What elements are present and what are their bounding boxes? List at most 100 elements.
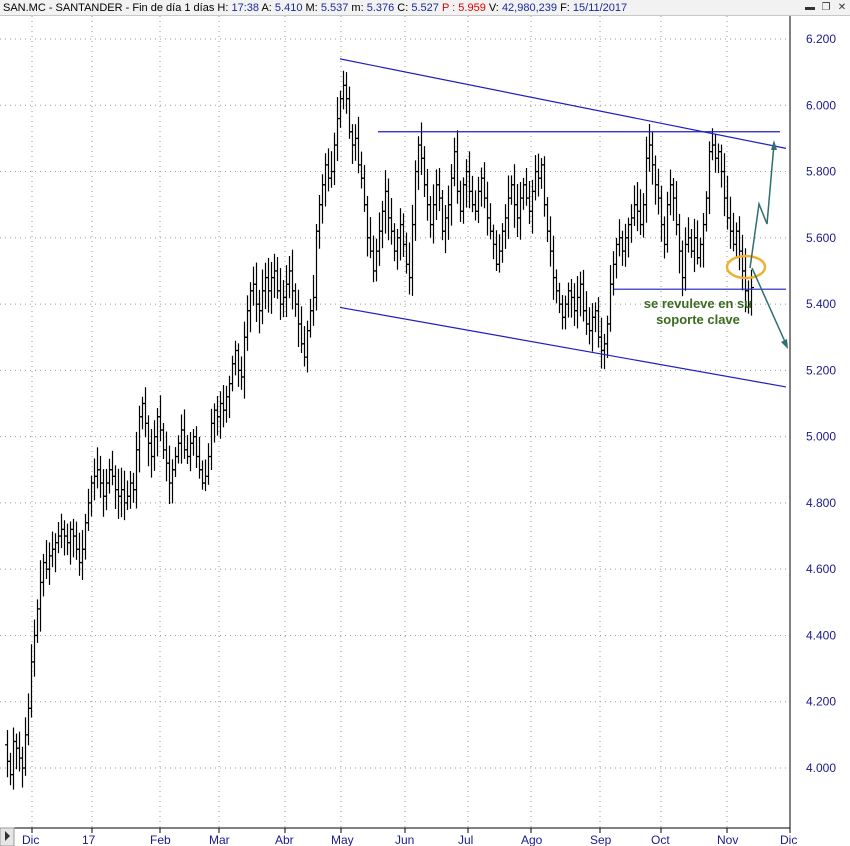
- ohlc-bar: [449, 164, 454, 226]
- ohlc-bar: [482, 162, 487, 209]
- ohlc-bar: [92, 458, 97, 501]
- ohlc-bar: [674, 181, 679, 236]
- ohlc-bar: [557, 282, 562, 314]
- ohlc-bar: [59, 513, 64, 549]
- ohlc-bar: [551, 235, 556, 300]
- ohlc-bar: [605, 315, 610, 358]
- ohlc-bar: [269, 261, 274, 314]
- ohlc-bar: [692, 218, 697, 273]
- ohlc-bar: [683, 227, 688, 291]
- y-tick-label: 5.000: [806, 430, 836, 444]
- ohlc-bar: [302, 326, 307, 367]
- ohlc-bar: [272, 253, 277, 298]
- ohlc-bar: [143, 387, 148, 438]
- ohlc-bar: [95, 447, 100, 489]
- ohlc-bar: [476, 176, 481, 224]
- ohlc-bar: [125, 480, 130, 510]
- ohlc-bar: [122, 470, 127, 521]
- restore-icon[interactable]: ❐: [821, 2, 831, 13]
- ohlc-bar: [470, 175, 475, 213]
- ohlc-bar: [440, 189, 445, 241]
- ohlc-bar: [443, 205, 448, 254]
- ohlc-bar: [560, 295, 565, 330]
- ohlc-bar: [722, 153, 727, 217]
- ohlc-bar: [182, 409, 187, 459]
- ohlc-bar: [383, 170, 388, 234]
- date-value: 15/11/2017: [572, 2, 628, 14]
- minimize-icon[interactable]: ▬: [805, 2, 815, 13]
- ohlc-bar: [533, 155, 538, 201]
- ohlc-bar: [575, 276, 580, 329]
- ohlc-bar: [446, 185, 451, 240]
- ohlc-bar: [164, 431, 169, 482]
- high-value: 5.537: [320, 2, 349, 14]
- ohlc-bar: [146, 415, 151, 467]
- ohlc-bar: [260, 269, 265, 325]
- ohlc-bar: [230, 355, 235, 392]
- ohlc-bar: [638, 189, 643, 235]
- ohlc-bar: [314, 223, 319, 311]
- ohlc-bar: [47, 542, 52, 585]
- ohlc-bar: [44, 540, 49, 579]
- ohlc-bar: [173, 447, 178, 478]
- ohlc-bar: [656, 168, 661, 215]
- ohlc-bar: [608, 265, 613, 332]
- ohlc-bar: [323, 153, 328, 207]
- ohlc-bar: [566, 282, 571, 318]
- ohlc-bar: [149, 429, 154, 478]
- ohlc-bar: [23, 717, 28, 776]
- x-tick-label: Ago: [521, 833, 543, 846]
- ohlc-bar: [290, 249, 295, 310]
- ohlc-bar: [425, 168, 430, 221]
- y-tick-label: 6.200: [806, 32, 836, 46]
- price-bars: [5, 70, 754, 790]
- ohlc-bar: [161, 422, 166, 460]
- ohlc-bar: [704, 191, 709, 232]
- ohlc-bar: [263, 262, 268, 310]
- ohlc-bar: [20, 746, 25, 788]
- ohlc-bar: [728, 196, 733, 249]
- ohlc-bar: [212, 403, 217, 443]
- ohlc-bar: [365, 195, 370, 257]
- ohlc-bar: [221, 384, 226, 428]
- ohlc-bar: [581, 269, 586, 322]
- support-ellipse: [725, 254, 767, 280]
- ohlc-bar: [41, 553, 46, 597]
- ohlc-bar: [653, 155, 658, 205]
- ohlc-bar: [536, 153, 541, 197]
- x-tick-label: 17: [82, 833, 96, 846]
- ohlc-bar: [677, 213, 682, 274]
- scroll-left-icon[interactable]: [0, 827, 15, 846]
- ohlc-bar: [86, 488, 91, 531]
- up-arrow-icon: [749, 140, 777, 269]
- ohlc-bar: [68, 521, 73, 565]
- ohlc-bar: [305, 320, 310, 373]
- ohlc-bar: [635, 182, 640, 232]
- ohlc-bar: [644, 136, 649, 223]
- annotation-line-1: se revuleve en su: [644, 296, 752, 311]
- volume-label: V:: [488, 2, 499, 14]
- ohlc-bar: [686, 217, 691, 253]
- ohlc-bar: [308, 298, 313, 338]
- x-axis: Dic 17 Feb Mar Abr May Jun Jul Ago Sep Oct Nov Dic: [0, 827, 797, 846]
- ohlc-bar: [377, 212, 382, 266]
- y-axis: 6.200 6.000 5.800 5.600 5.400 5.200 5.000 4.800…: [789, 16, 836, 828]
- ohlc-bar: [401, 213, 406, 257]
- ohlc-bar: [740, 234, 745, 291]
- ohlc-bar: [632, 185, 637, 226]
- ohlc-bar: [206, 443, 211, 485]
- p-value: 5.959: [458, 2, 486, 14]
- ohlc-bar: [395, 228, 400, 270]
- ohlc-bar: [485, 181, 490, 236]
- ohlc-bar: [659, 185, 664, 242]
- ohlc-bar: [503, 204, 508, 249]
- down-arrow-icon: [751, 267, 788, 349]
- ohlc-bar: [128, 471, 133, 509]
- ohlc-bar: [455, 130, 460, 204]
- ohlc-bar: [254, 262, 259, 322]
- close-icon[interactable]: ✕: [837, 2, 847, 13]
- ohlc-bar: [104, 468, 109, 511]
- ohlc-bar: [545, 197, 550, 243]
- close-label: C:: [397, 2, 409, 14]
- ohlc-bar: [188, 432, 193, 472]
